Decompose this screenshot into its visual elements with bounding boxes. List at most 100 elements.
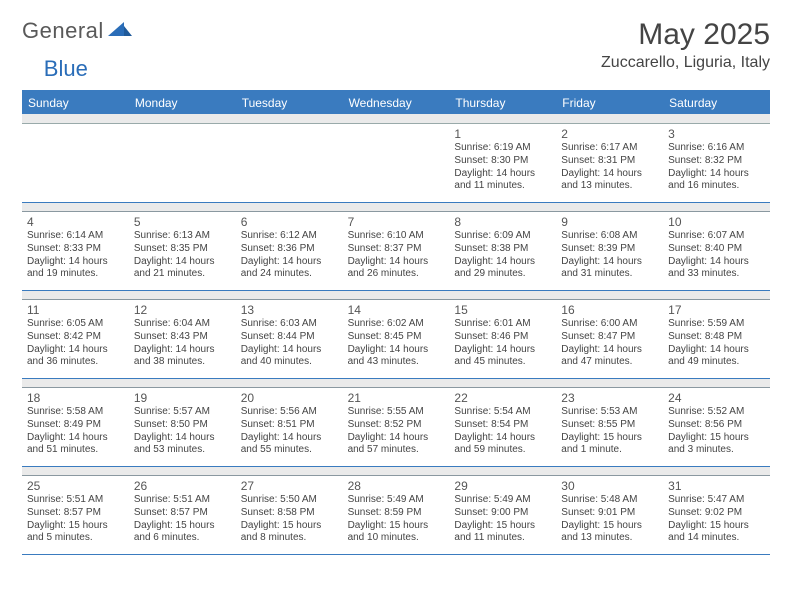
calendar-cell: 6Sunrise: 6:12 AMSunset: 8:36 PMDaylight… xyxy=(236,212,343,290)
day-info: Sunrise: 5:57 AMSunset: 8:50 PMDaylight:… xyxy=(134,406,231,457)
calendar-cell: 14Sunrise: 6:02 AMSunset: 8:45 PMDayligh… xyxy=(343,300,450,378)
day-number: 15 xyxy=(454,303,551,317)
day-info: Sunrise: 6:08 AMSunset: 8:39 PMDaylight:… xyxy=(561,230,658,281)
day-number: 24 xyxy=(668,391,765,405)
day-info: Sunrise: 6:01 AMSunset: 8:46 PMDaylight:… xyxy=(454,318,551,369)
week-row: 18Sunrise: 5:58 AMSunset: 8:49 PMDayligh… xyxy=(22,388,770,466)
calendar-cell: 21Sunrise: 5:55 AMSunset: 8:52 PMDayligh… xyxy=(343,388,450,466)
day-info: Sunrise: 5:51 AMSunset: 8:57 PMDaylight:… xyxy=(134,494,231,545)
day-number: 10 xyxy=(668,215,765,229)
day-number: 11 xyxy=(27,303,124,317)
day-number: 12 xyxy=(134,303,231,317)
day-info: Sunrise: 5:49 AMSunset: 8:59 PMDaylight:… xyxy=(348,494,445,545)
dayname: Saturday xyxy=(663,92,770,114)
day-number: 29 xyxy=(454,479,551,493)
day-info: Sunrise: 6:07 AMSunset: 8:40 PMDaylight:… xyxy=(668,230,765,281)
day-info: Sunrise: 6:12 AMSunset: 8:36 PMDaylight:… xyxy=(241,230,338,281)
logo-text-blue: Blue xyxy=(44,56,88,82)
day-info: Sunrise: 5:53 AMSunset: 8:55 PMDaylight:… xyxy=(561,406,658,457)
day-number: 17 xyxy=(668,303,765,317)
calendar-cell: 8Sunrise: 6:09 AMSunset: 8:38 PMDaylight… xyxy=(449,212,556,290)
logo-text-general: General xyxy=(22,18,104,44)
day-info: Sunrise: 6:19 AMSunset: 8:30 PMDaylight:… xyxy=(454,142,551,193)
day-info: Sunrise: 6:03 AMSunset: 8:44 PMDaylight:… xyxy=(241,318,338,369)
day-info: Sunrise: 5:54 AMSunset: 8:54 PMDaylight:… xyxy=(454,406,551,457)
day-number: 1 xyxy=(454,127,551,141)
calendar-cell: 25Sunrise: 5:51 AMSunset: 8:57 PMDayligh… xyxy=(22,476,129,554)
day-info: Sunrise: 5:49 AMSunset: 9:00 PMDaylight:… xyxy=(454,494,551,545)
calendar-cell: 30Sunrise: 5:48 AMSunset: 9:01 PMDayligh… xyxy=(556,476,663,554)
day-number: 21 xyxy=(348,391,445,405)
day-number: 22 xyxy=(454,391,551,405)
calendar-cell xyxy=(236,124,343,202)
day-info: Sunrise: 6:13 AMSunset: 8:35 PMDaylight:… xyxy=(134,230,231,281)
week-row: 1Sunrise: 6:19 AMSunset: 8:30 PMDaylight… xyxy=(22,124,770,202)
location: Zuccarello, Liguria, Italy xyxy=(601,54,770,72)
day-number: 6 xyxy=(241,215,338,229)
dayname-row: SundayMondayTuesdayWednesdayThursdayFrid… xyxy=(22,92,770,114)
day-info: Sunrise: 6:09 AMSunset: 8:38 PMDaylight:… xyxy=(454,230,551,281)
calendar-cell: 16Sunrise: 6:00 AMSunset: 8:47 PMDayligh… xyxy=(556,300,663,378)
day-number: 8 xyxy=(454,215,551,229)
calendar-cell xyxy=(343,124,450,202)
week-divider xyxy=(22,202,770,212)
day-info: Sunrise: 6:16 AMSunset: 8:32 PMDaylight:… xyxy=(668,142,765,193)
day-number: 16 xyxy=(561,303,658,317)
day-number: 25 xyxy=(27,479,124,493)
calendar-cell: 3Sunrise: 6:16 AMSunset: 8:32 PMDaylight… xyxy=(663,124,770,202)
dayname: Thursday xyxy=(449,92,556,114)
day-info: Sunrise: 6:14 AMSunset: 8:33 PMDaylight:… xyxy=(27,230,124,281)
day-number: 23 xyxy=(561,391,658,405)
day-info: Sunrise: 6:05 AMSunset: 8:42 PMDaylight:… xyxy=(27,318,124,369)
day-number: 4 xyxy=(27,215,124,229)
day-number: 19 xyxy=(134,391,231,405)
day-number: 28 xyxy=(348,479,445,493)
calendar-cell: 4Sunrise: 6:14 AMSunset: 8:33 PMDaylight… xyxy=(22,212,129,290)
day-number: 13 xyxy=(241,303,338,317)
calendar-cell: 9Sunrise: 6:08 AMSunset: 8:39 PMDaylight… xyxy=(556,212,663,290)
dayname: Friday xyxy=(556,92,663,114)
day-number: 27 xyxy=(241,479,338,493)
calendar-bottom-border xyxy=(22,554,770,555)
day-info: Sunrise: 6:02 AMSunset: 8:45 PMDaylight:… xyxy=(348,318,445,369)
day-info: Sunrise: 5:59 AMSunset: 8:48 PMDaylight:… xyxy=(668,318,765,369)
title-block: May 2025 Zuccarello, Liguria, Italy xyxy=(601,18,770,72)
calendar-cell: 10Sunrise: 6:07 AMSunset: 8:40 PMDayligh… xyxy=(663,212,770,290)
day-info: Sunrise: 5:55 AMSunset: 8:52 PMDaylight:… xyxy=(348,406,445,457)
week-divider xyxy=(22,466,770,476)
dayname: Tuesday xyxy=(236,92,343,114)
day-number: 31 xyxy=(668,479,765,493)
calendar-cell: 22Sunrise: 5:54 AMSunset: 8:54 PMDayligh… xyxy=(449,388,556,466)
calendar-cell: 17Sunrise: 5:59 AMSunset: 8:48 PMDayligh… xyxy=(663,300,770,378)
calendar-cell: 28Sunrise: 5:49 AMSunset: 8:59 PMDayligh… xyxy=(343,476,450,554)
day-number: 26 xyxy=(134,479,231,493)
logo: General xyxy=(22,18,134,44)
day-number: 5 xyxy=(134,215,231,229)
calendar-cell: 29Sunrise: 5:49 AMSunset: 9:00 PMDayligh… xyxy=(449,476,556,554)
logo-mark-icon xyxy=(108,20,132,43)
dayname: Monday xyxy=(129,92,236,114)
day-info: Sunrise: 5:47 AMSunset: 9:02 PMDaylight:… xyxy=(668,494,765,545)
day-info: Sunrise: 5:56 AMSunset: 8:51 PMDaylight:… xyxy=(241,406,338,457)
calendar-cell: 11Sunrise: 6:05 AMSunset: 8:42 PMDayligh… xyxy=(22,300,129,378)
dayname: Wednesday xyxy=(343,92,450,114)
calendar-cell: 13Sunrise: 6:03 AMSunset: 8:44 PMDayligh… xyxy=(236,300,343,378)
calendar-cell: 27Sunrise: 5:50 AMSunset: 8:58 PMDayligh… xyxy=(236,476,343,554)
day-info: Sunrise: 5:50 AMSunset: 8:58 PMDaylight:… xyxy=(241,494,338,545)
day-info: Sunrise: 5:51 AMSunset: 8:57 PMDaylight:… xyxy=(27,494,124,545)
week-row: 25Sunrise: 5:51 AMSunset: 8:57 PMDayligh… xyxy=(22,476,770,554)
week-divider xyxy=(22,114,770,124)
day-number: 3 xyxy=(668,127,765,141)
day-number: 30 xyxy=(561,479,658,493)
calendar-cell: 26Sunrise: 5:51 AMSunset: 8:57 PMDayligh… xyxy=(129,476,236,554)
day-number: 7 xyxy=(348,215,445,229)
calendar: SundayMondayTuesdayWednesdayThursdayFrid… xyxy=(22,90,770,555)
day-info: Sunrise: 6:17 AMSunset: 8:31 PMDaylight:… xyxy=(561,142,658,193)
calendar-cell: 18Sunrise: 5:58 AMSunset: 8:49 PMDayligh… xyxy=(22,388,129,466)
week-divider xyxy=(22,378,770,388)
dayname: Sunday xyxy=(22,92,129,114)
calendar-cell: 15Sunrise: 6:01 AMSunset: 8:46 PMDayligh… xyxy=(449,300,556,378)
day-info: Sunrise: 6:04 AMSunset: 8:43 PMDaylight:… xyxy=(134,318,231,369)
calendar-cell: 7Sunrise: 6:10 AMSunset: 8:37 PMDaylight… xyxy=(343,212,450,290)
calendar-cell: 23Sunrise: 5:53 AMSunset: 8:55 PMDayligh… xyxy=(556,388,663,466)
